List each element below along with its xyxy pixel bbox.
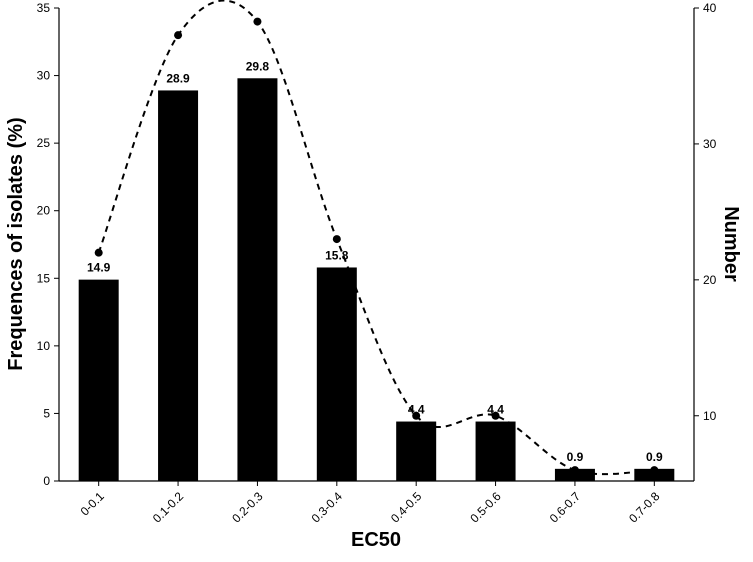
x-tick-label: 0.4-0.5 bbox=[388, 489, 425, 526]
y-tick-label: 20 bbox=[37, 204, 51, 218]
bar-0.1-0.2 bbox=[158, 90, 199, 482]
number-point-0.7-0.8 bbox=[650, 466, 659, 475]
y-tick-label: 5 bbox=[43, 406, 50, 420]
bar-value-label-0.3-0.4: 15.8 bbox=[325, 248, 349, 262]
x-tick-label: 0.7-0.8 bbox=[626, 489, 663, 526]
number-point-0.5-0.6 bbox=[491, 411, 500, 420]
x-tick-label: 0.3-0.4 bbox=[309, 489, 346, 526]
y2-axis-title: Number bbox=[720, 206, 742, 282]
x-tick-label: 0.5-0.6 bbox=[467, 489, 504, 526]
data-labels-layer: 14.9 28.9 29.8 15.8 4.4 4.4 0.9 0.9 bbox=[87, 59, 663, 464]
number-point-0.1-0.2 bbox=[174, 31, 183, 40]
x-tick-label: 0.2-0.3 bbox=[229, 489, 266, 526]
bar-0.5-0.6 bbox=[475, 421, 516, 481]
bar-0.2-0.3 bbox=[237, 78, 278, 481]
line-layer bbox=[94, 0, 659, 476]
y-tick-label: 0 bbox=[43, 474, 50, 488]
y2-tick-label: 20 bbox=[703, 273, 717, 287]
bar-value-label-0.6-0.7: 0.9 bbox=[567, 450, 584, 464]
number-point-0.3-0.4 bbox=[332, 235, 341, 244]
bar-value-label-0-0.1: 14.9 bbox=[87, 261, 111, 275]
y-tick-label: 25 bbox=[37, 136, 51, 150]
number-point-0-0.1 bbox=[94, 248, 103, 257]
y-axis-title: Frequences of isolates (%) bbox=[5, 117, 27, 370]
bar-value-label-0.7-0.8: 0.9 bbox=[646, 450, 663, 464]
y2-tick-label: 40 bbox=[703, 1, 717, 15]
number-point-0.6-0.7 bbox=[570, 466, 579, 475]
bar-0.4-0.5 bbox=[396, 421, 437, 481]
x-tick-label: 0-0.1 bbox=[78, 489, 107, 518]
y-tick-label: 10 bbox=[37, 339, 51, 353]
y2-tick-label: 30 bbox=[703, 137, 717, 151]
axes-layer: 0 5 10 15 20 25 30 35 10 20 30 40 0-0.1 0.1-0.2 0.2-0.… bbox=[37, 1, 717, 526]
bar-value-label-0.5-0.6: 4.4 bbox=[487, 403, 504, 417]
y-tick-label: 15 bbox=[37, 271, 51, 285]
y-tick-label: 35 bbox=[37, 1, 51, 15]
y2-tick-label: 10 bbox=[703, 409, 717, 423]
x-axis-title: EC50 bbox=[351, 529, 401, 551]
bars-layer bbox=[78, 78, 675, 482]
bar-0-0.1 bbox=[78, 279, 119, 481]
number-point-0.2-0.3 bbox=[253, 17, 262, 26]
bar-value-label-0.4-0.5: 4.4 bbox=[408, 403, 425, 417]
bar-0.3-0.4 bbox=[316, 267, 357, 481]
bar-0.7-0.8 bbox=[634, 468, 675, 481]
x-tick-label: 0.6-0.7 bbox=[547, 489, 584, 526]
y-tick-label: 30 bbox=[37, 69, 51, 83]
bar-value-label-0.1-0.2: 28.9 bbox=[166, 71, 190, 85]
number-point-0.4-0.5 bbox=[412, 411, 421, 420]
bar-value-label-0.2-0.3: 29.8 bbox=[246, 59, 270, 73]
x-tick-label: 0.1-0.2 bbox=[150, 489, 187, 526]
